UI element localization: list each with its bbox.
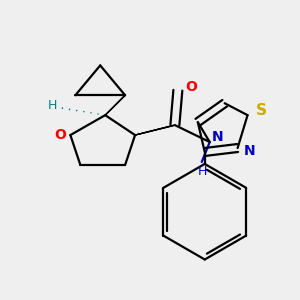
- Polygon shape: [135, 125, 175, 135]
- Text: S: S: [256, 103, 267, 118]
- Text: H: H: [48, 99, 57, 112]
- Text: O: O: [185, 80, 197, 94]
- Polygon shape: [105, 95, 125, 115]
- Text: N: N: [212, 130, 224, 144]
- Text: H: H: [198, 165, 207, 178]
- Text: O: O: [55, 128, 66, 142]
- Text: N: N: [244, 144, 255, 158]
